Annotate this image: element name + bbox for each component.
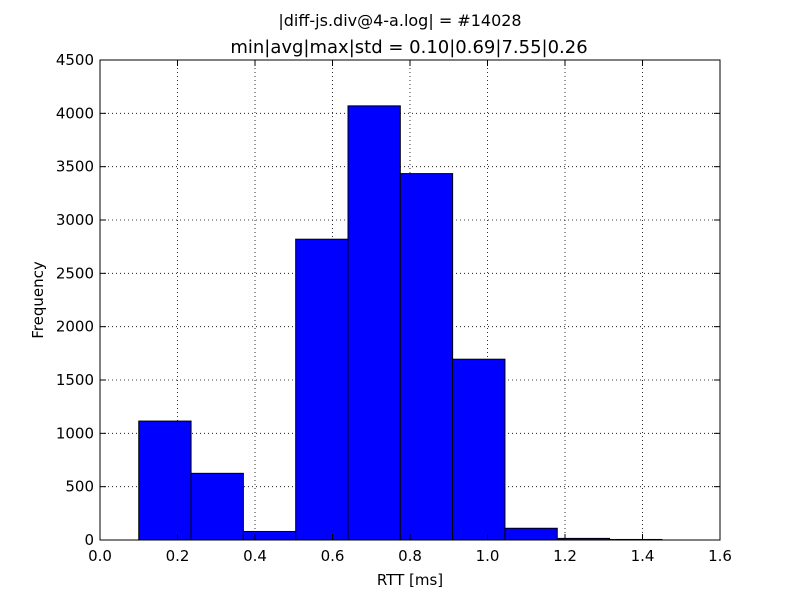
x-tick-label: 0.0: [88, 547, 112, 565]
histogram-bar-0: [138, 420, 192, 541]
y-tick-label: 4500: [56, 51, 94, 69]
x-tick-label: 1.2: [553, 547, 577, 565]
y-tick-label: 1000: [56, 424, 94, 442]
y-tick-label: 3500: [56, 158, 94, 176]
y-tick-label: 2000: [56, 318, 94, 336]
y-tick-label: 2500: [56, 264, 94, 282]
y-tick-label: 0: [84, 531, 94, 549]
ticks-layer: [99, 59, 721, 541]
y-axis-label: Frequency: [29, 261, 47, 339]
histogram-bar-4: [347, 105, 401, 541]
chart-title: min|avg|max|std = 0.10|0.69|7.55|0.26: [230, 37, 587, 58]
y-tick-label: 3000: [56, 211, 94, 229]
histogram-bar-1: [190, 472, 244, 541]
bars-layer: [138, 105, 663, 541]
x-tick-label: 0.8: [398, 547, 422, 565]
x-tick-label: 0.4: [243, 547, 267, 565]
figure-suptitle: |diff-js.div@4-a.log| = #14028: [278, 11, 521, 30]
x-axis-label: RTT [ms]: [377, 571, 443, 589]
y-tick-label: 1500: [56, 371, 94, 389]
ticklabels-layer: 0.0 0.2 0.4 0.6 0.8 1.0 1.2 1.4 1.6 0 500 1000 1500 2…: [56, 51, 732, 565]
y-tick-label: 4000: [56, 104, 94, 122]
x-tick-label: 1.0: [476, 547, 500, 565]
histogram-bar-2: [242, 530, 297, 541]
x-tick-label: 0.6: [321, 547, 345, 565]
x-tick-label: 1.4: [631, 547, 655, 565]
histogram-bar-5: [399, 173, 454, 541]
histogram-bar-3: [295, 238, 349, 541]
x-tick-label: 0.2: [166, 547, 190, 565]
y-tick-label: 500: [65, 478, 94, 496]
x-tick-label: 1.6: [708, 547, 732, 565]
histogram-bar-6: [452, 358, 506, 541]
histogram-bar-7: [504, 527, 558, 541]
